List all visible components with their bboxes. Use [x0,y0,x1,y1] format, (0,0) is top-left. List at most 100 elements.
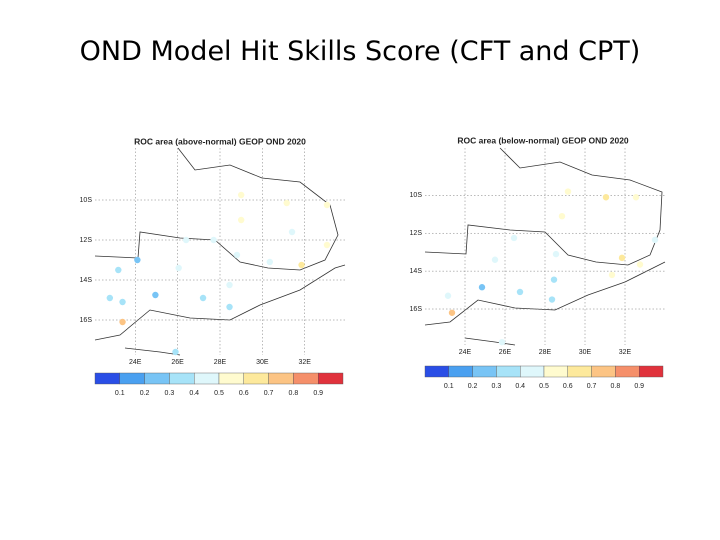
lon-tick-label: 32E [619,349,632,356]
colorbar-box [520,365,545,378]
colorbar-box [615,365,640,378]
border [464,337,516,346]
slide-title: OND Model Hit Skills Score (CFT and CPT) [79,36,641,67]
station-point [548,296,556,303]
station-point [651,236,659,244]
station-point [106,294,114,302]
station-point [210,236,217,244]
colorbar-box [119,372,145,385]
station-point [233,251,241,259]
colorbar-label: 0.6 [563,383,573,390]
lat-tick-label: 10S [80,197,93,204]
station-point [199,294,207,302]
colorbar-box [472,365,497,378]
station-point [602,194,610,201]
station-point [478,284,486,291]
station-point [119,298,126,306]
station-point [448,309,456,316]
colorbar-label: 0.8 [289,390,299,397]
station-point [608,271,616,279]
station-point [172,348,179,356]
lon-tick-label: 30E [579,349,592,356]
station-point [491,256,499,263]
colorbar-box [639,365,664,378]
station-point [182,236,190,244]
station-point [558,212,566,220]
colorbar-label: 0.5 [214,390,224,397]
station-point [498,338,506,346]
station-point [226,281,233,289]
colorbar-label: 0.4 [515,383,525,390]
station-point [288,228,296,236]
colorbar-label: 0.8 [611,383,621,390]
station-point [564,188,572,195]
station-point [175,264,182,272]
station-point [510,234,518,242]
colorbar-label: 0.1 [444,383,454,390]
colorbar-box [567,365,592,378]
colorbar-box [169,372,195,385]
station-point [632,194,640,201]
border [424,147,663,266]
map-title: ROC area (below-normal) GEOP OND 2020 [457,135,629,145]
colorbar-box [94,372,120,385]
station-point [134,256,141,264]
colorbar-label: 0.6 [239,390,249,397]
lon-tick-label: 24E [459,349,472,356]
colorbar-label: 0.9 [634,383,644,390]
colorbar-box [144,372,170,385]
colorbar-box [424,365,449,378]
station-point [323,241,331,249]
station-point [226,303,233,311]
colorbar-box [496,365,521,378]
colorbar-label: 0.9 [313,390,323,397]
colorbar-label: 0.7 [587,383,597,390]
colorbar-box [318,372,344,385]
lon-tick-label: 26E [171,359,184,366]
lat-tick-label: 10S [410,192,423,199]
lat-tick-label: 16S [410,306,423,313]
station-point [115,266,122,274]
colorbar-label: 0.2 [468,383,478,390]
lat-tick-label: 14S [80,277,93,284]
colorbar-label: 0.3 [492,383,502,390]
station-point [152,291,159,299]
station-point [516,288,524,296]
lon-tick-label: 30E [256,359,269,366]
station-point [283,199,290,207]
station-point [444,292,452,299]
colorbar-label: 0.7 [264,390,274,397]
colorbar-box [591,365,616,378]
colorbar-box [218,372,244,385]
colorbar-label: 0.3 [165,390,175,397]
colorbar-label: 0.1 [115,390,125,397]
lon-tick-label: 28E [539,349,552,356]
colorbar-box [268,372,294,385]
station-point [618,254,626,262]
station-point [550,276,558,283]
colorbar-box [243,372,269,385]
station-point [552,250,560,258]
border [94,264,346,341]
station-point [237,191,245,199]
lat-tick-label: 14S [410,268,423,275]
border [124,347,181,356]
border [94,147,339,271]
map-title: ROC area (above-normal) GEOP OND 2020 [134,136,306,146]
colorbar-box [293,372,319,385]
lon-tick-label: 24E [129,359,142,366]
lat-tick-label: 16S [80,317,93,324]
lat-tick-label: 12S [410,230,423,237]
colorbar-box [543,365,568,378]
lon-tick-label: 28E [214,359,227,366]
colorbar-box [448,365,473,378]
station-point [298,261,305,269]
lat-tick-label: 12S [80,237,93,244]
station-point [636,261,644,268]
station-point [237,216,245,224]
colorbar-label: 0.4 [189,390,199,397]
station-point [119,318,126,326]
station-point [323,201,331,209]
colorbar-label: 0.5 [539,383,549,390]
